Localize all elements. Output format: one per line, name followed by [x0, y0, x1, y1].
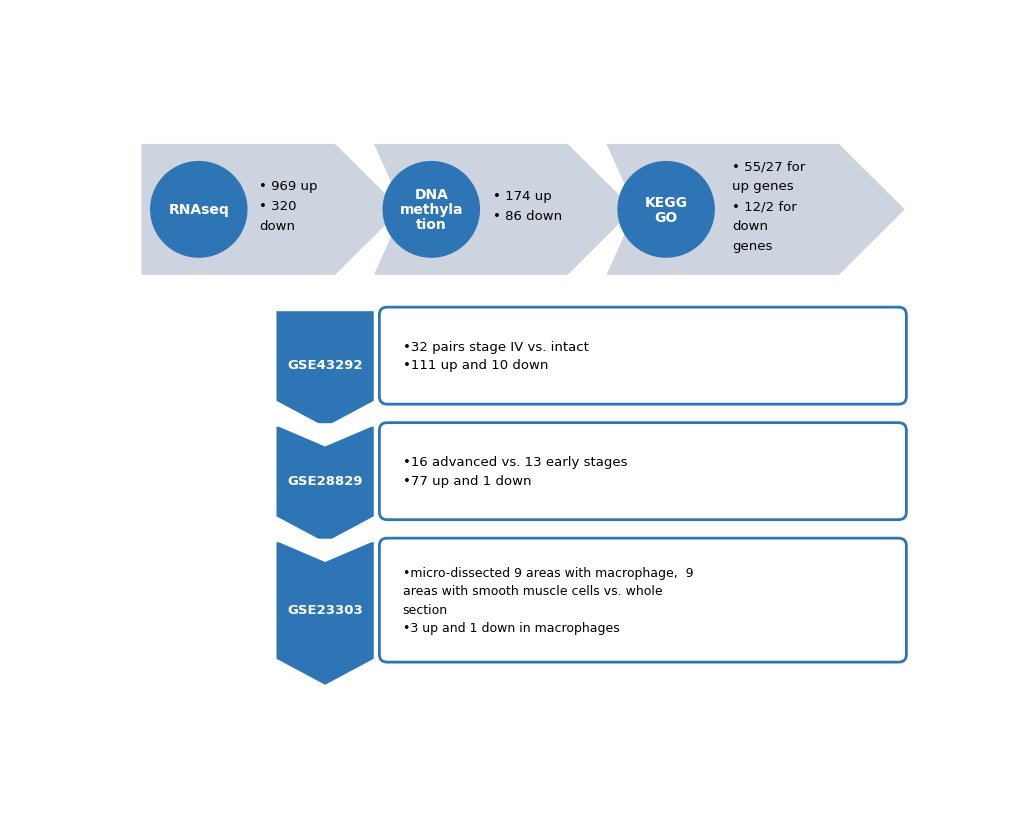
Text: DNA
methyla
tion: DNA methyla tion: [399, 188, 463, 232]
Polygon shape: [142, 145, 400, 276]
Text: GSE43292: GSE43292: [287, 359, 363, 372]
Text: •micro-dissected 9 areas with macrophage,  9
areas with smooth muscle cells vs. : •micro-dissected 9 areas with macrophage…: [403, 566, 693, 634]
Circle shape: [151, 162, 247, 258]
Polygon shape: [374, 145, 633, 276]
Circle shape: [383, 162, 479, 258]
Polygon shape: [274, 310, 375, 429]
FancyBboxPatch shape: [379, 423, 906, 520]
FancyBboxPatch shape: [379, 308, 906, 405]
Text: • 55/27 for
up genes
• 12/2 for
down
genes: • 55/27 for up genes • 12/2 for down gen…: [732, 160, 804, 253]
Polygon shape: [274, 541, 375, 562]
Text: KEGG
GO: KEGG GO: [644, 195, 687, 224]
Text: RNAseq: RNAseq: [168, 203, 229, 217]
Circle shape: [618, 162, 713, 258]
Text: •32 pairs stage IV vs. intact
•111 up and 10 down: •32 pairs stage IV vs. intact •111 up an…: [403, 340, 588, 372]
Polygon shape: [274, 426, 375, 447]
FancyBboxPatch shape: [379, 538, 906, 662]
Text: GSE23303: GSE23303: [287, 603, 363, 616]
Text: GSE28829: GSE28829: [287, 474, 363, 488]
Polygon shape: [274, 541, 375, 687]
Text: •16 advanced vs. 13 early stages
•77 up and 1 down: •16 advanced vs. 13 early stages •77 up …: [403, 456, 627, 488]
Text: • 969 up
• 320
down: • 969 up • 320 down: [259, 180, 318, 233]
Polygon shape: [606, 145, 904, 276]
Text: • 174 up
• 86 down: • 174 up • 86 down: [493, 190, 561, 223]
Polygon shape: [274, 426, 375, 545]
